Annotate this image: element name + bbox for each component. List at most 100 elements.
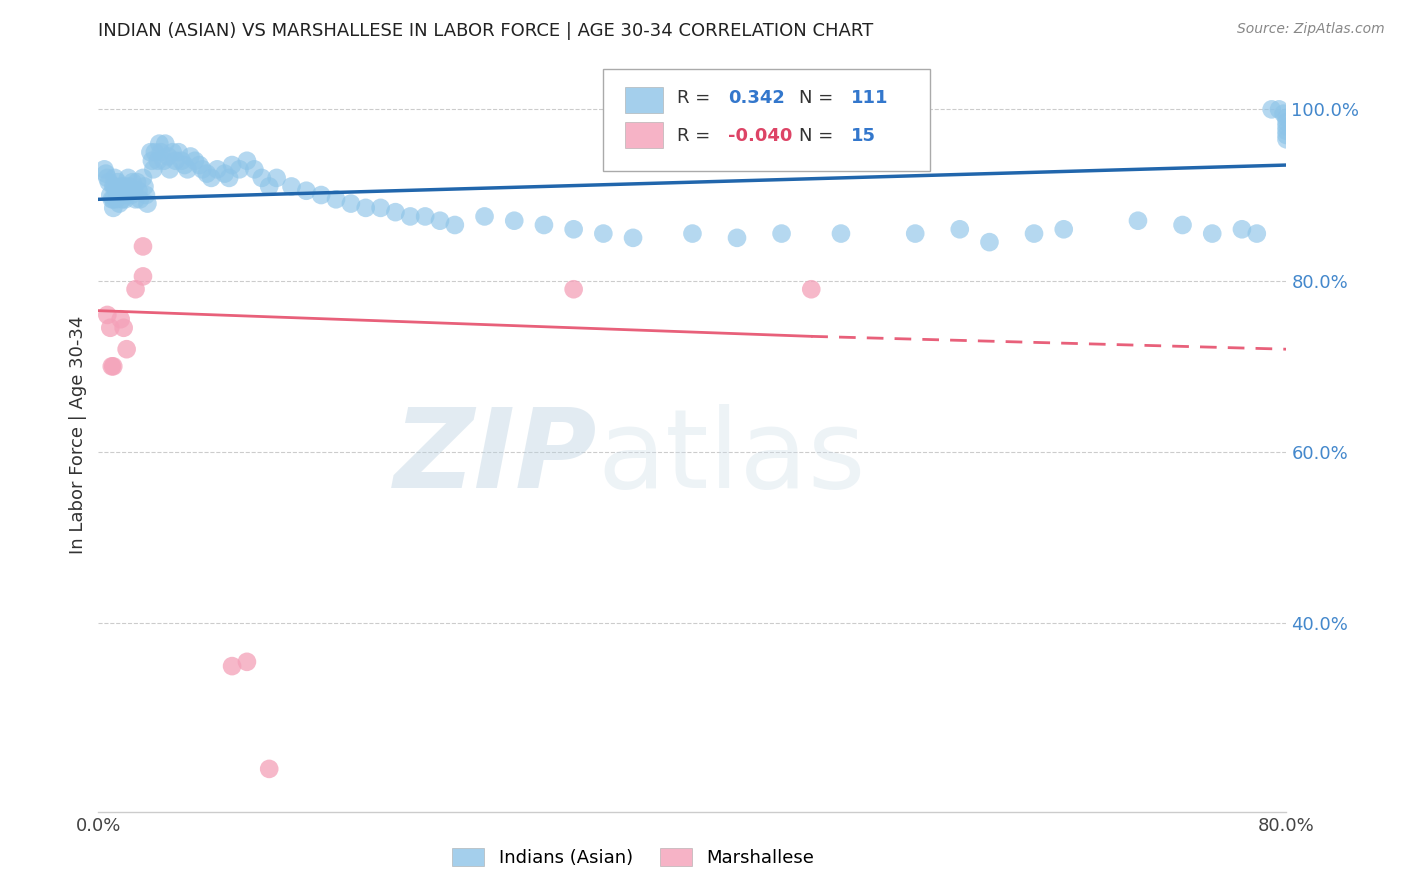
- Point: [129, 192, 152, 206]
- Point: [1201, 227, 1223, 241]
- Point: [94, 167, 117, 181]
- Point: [111, 192, 134, 206]
- Text: 15: 15: [851, 127, 876, 145]
- Point: [128, 184, 150, 198]
- Point: [114, 192, 136, 206]
- Text: -0.040: -0.040: [728, 127, 793, 145]
- Point: [155, 136, 177, 151]
- Point: [149, 145, 172, 160]
- Point: [184, 153, 207, 168]
- Point: [257, 762, 280, 776]
- Point: [250, 170, 273, 185]
- Point: [104, 170, 127, 185]
- Point: [207, 162, 229, 177]
- Text: atlas: atlas: [598, 404, 866, 511]
- Point: [110, 312, 132, 326]
- Point: [170, 153, 193, 168]
- Point: [96, 308, 118, 322]
- Point: [157, 149, 180, 163]
- Point: [384, 205, 406, 219]
- Point: [101, 359, 124, 374]
- Point: [1230, 222, 1253, 236]
- Text: N =: N =: [800, 127, 834, 145]
- Point: [159, 162, 181, 177]
- Point: [474, 210, 496, 224]
- Point: [309, 188, 332, 202]
- Point: [97, 175, 120, 189]
- Point: [93, 162, 115, 177]
- Point: [236, 153, 259, 168]
- Text: ZIP: ZIP: [394, 404, 598, 511]
- Point: [325, 192, 347, 206]
- Point: [117, 170, 139, 185]
- Point: [1246, 227, 1268, 241]
- Point: [139, 145, 162, 160]
- Point: [280, 179, 302, 194]
- Point: [725, 231, 748, 245]
- Point: [592, 227, 614, 241]
- Point: [218, 170, 240, 185]
- Point: [1275, 111, 1298, 125]
- Text: R =: R =: [678, 89, 710, 107]
- Point: [148, 136, 170, 151]
- Point: [105, 184, 128, 198]
- Point: [979, 235, 1001, 249]
- Point: [370, 201, 392, 215]
- Point: [135, 188, 157, 202]
- Point: [112, 320, 135, 334]
- Point: [243, 162, 266, 177]
- Point: [562, 222, 585, 236]
- Point: [236, 655, 259, 669]
- Point: [214, 167, 236, 181]
- Point: [682, 227, 704, 241]
- Point: [165, 153, 187, 168]
- Point: [195, 167, 218, 181]
- Point: [1275, 124, 1298, 138]
- Point: [118, 179, 141, 194]
- Point: [125, 175, 148, 189]
- Legend: Indians (Asian), Marshallese: Indians (Asian), Marshallese: [444, 840, 821, 874]
- Point: [904, 227, 927, 241]
- Text: N =: N =: [800, 89, 834, 107]
- Point: [101, 192, 124, 206]
- Point: [949, 222, 972, 236]
- Point: [112, 184, 135, 198]
- Point: [132, 239, 155, 253]
- Point: [173, 158, 195, 172]
- Point: [191, 162, 214, 177]
- Point: [257, 179, 280, 194]
- Point: [188, 158, 211, 172]
- Point: [111, 188, 134, 202]
- Point: [221, 659, 243, 673]
- Point: [770, 227, 793, 241]
- Point: [503, 213, 526, 227]
- Point: [105, 192, 128, 206]
- Point: [115, 342, 138, 356]
- Text: R =: R =: [678, 127, 710, 145]
- Point: [266, 170, 288, 185]
- Point: [103, 179, 125, 194]
- Point: [1260, 103, 1282, 117]
- Point: [132, 269, 155, 284]
- Point: [103, 201, 125, 215]
- Point: [152, 153, 174, 168]
- Point: [98, 188, 121, 202]
- Point: [134, 179, 156, 194]
- Point: [562, 282, 585, 296]
- Point: [107, 175, 129, 189]
- Point: [830, 227, 852, 241]
- Point: [96, 170, 118, 185]
- Point: [340, 196, 363, 211]
- Point: [115, 188, 138, 202]
- FancyBboxPatch shape: [603, 70, 931, 171]
- Point: [108, 184, 131, 198]
- Point: [429, 213, 451, 227]
- Point: [167, 145, 190, 160]
- Point: [1275, 128, 1298, 142]
- Point: [122, 184, 145, 198]
- Point: [142, 162, 165, 177]
- Point: [103, 192, 125, 206]
- Point: [121, 175, 143, 189]
- Text: 0.342: 0.342: [728, 89, 785, 107]
- Point: [107, 188, 129, 202]
